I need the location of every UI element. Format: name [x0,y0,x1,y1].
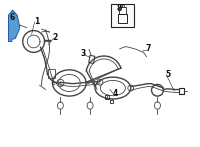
Text: 6: 6 [9,13,14,22]
Bar [110,100,113,103]
Bar [119,7,126,14]
Text: 2: 2 [53,33,58,42]
Bar [118,14,127,23]
Bar [111,4,134,27]
Text: 8: 8 [116,4,122,13]
Bar [179,88,184,94]
Text: 4: 4 [112,89,117,98]
Text: 5: 5 [166,70,171,79]
Text: 7: 7 [146,44,151,53]
Polygon shape [8,10,20,41]
Text: 3: 3 [81,49,86,58]
Bar [89,55,95,64]
Text: 1: 1 [34,17,39,26]
Bar [48,69,55,78]
Bar [105,95,109,99]
